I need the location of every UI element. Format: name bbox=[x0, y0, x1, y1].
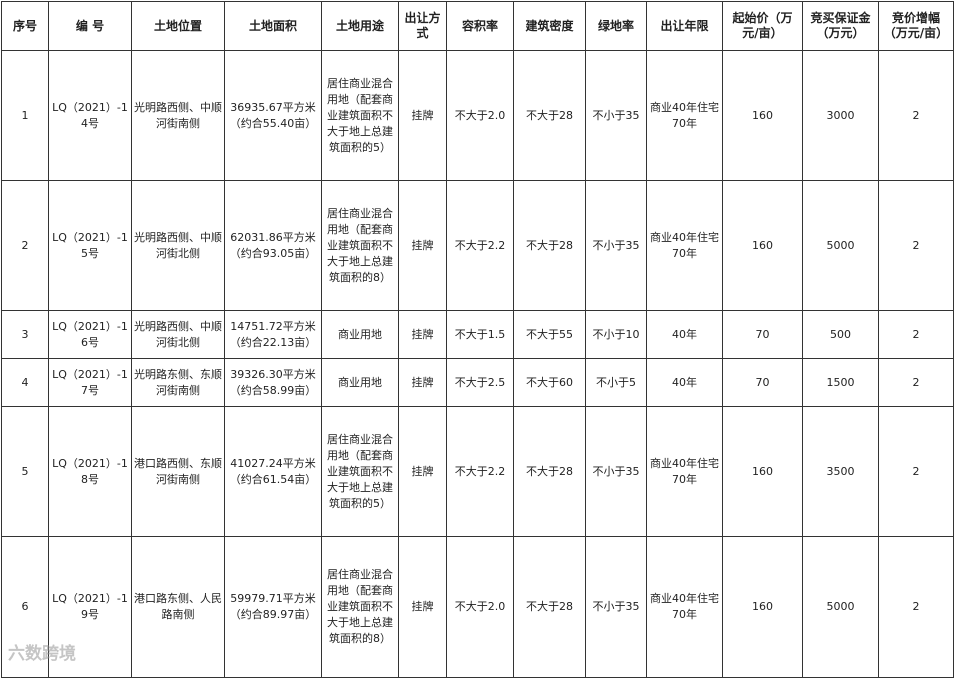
cell-deposit: 5000 bbox=[802, 536, 879, 678]
cell-area: 36935.67平方米（约合55.40亩） bbox=[224, 50, 322, 181]
cell-green: 不小于35 bbox=[585, 180, 647, 311]
header-location: 土地位置 bbox=[131, 1, 225, 51]
cell-term: 商业40年住宅70年 bbox=[646, 50, 723, 181]
header-deposit: 竞买保证金（万元） bbox=[802, 1, 879, 51]
header-increment: 竞价增幅（万元/亩） bbox=[878, 1, 954, 51]
cell-increment: 2 bbox=[878, 310, 954, 359]
cell-method: 挂牌 bbox=[398, 536, 447, 678]
cell-area: 39326.30平方米（约合58.99亩） bbox=[224, 358, 322, 407]
cell-green: 不小于35 bbox=[585, 50, 647, 181]
cell-far: 不大于2.2 bbox=[446, 406, 514, 537]
cell-area: 59979.71平方米（约合89.97亩） bbox=[224, 536, 322, 678]
cell-deposit: 3500 bbox=[802, 406, 879, 537]
cell-location: 光明路东侧、东顺河街南侧 bbox=[131, 358, 225, 407]
header-density: 建筑密度 bbox=[513, 1, 586, 51]
cell-deposit: 5000 bbox=[802, 180, 879, 311]
table-row: 5 LQ（2021）-18号 港口路西侧、东顺河街南侧 41027.24平方米（约合6… bbox=[1, 406, 954, 537]
cell-no: 3 bbox=[1, 310, 49, 359]
header-method: 出让方式 bbox=[398, 1, 447, 51]
table-row: 6 LQ（2021）-19号 港口路东侧、人民路南侧 59979.71平方米（约合89… bbox=[1, 536, 954, 678]
cell-no: 6 bbox=[1, 536, 49, 678]
cell-deposit: 1500 bbox=[802, 358, 879, 407]
cell-green: 不小于35 bbox=[585, 406, 647, 537]
cell-increment: 2 bbox=[878, 50, 954, 181]
cell-density: 不大于28 bbox=[513, 536, 586, 678]
cell-location: 港口路西侧、东顺河街南侧 bbox=[131, 406, 225, 537]
header-code: 编 号 bbox=[48, 1, 132, 51]
cell-price: 160 bbox=[722, 180, 803, 311]
cell-far: 不大于2.0 bbox=[446, 50, 514, 181]
cell-green: 不小于10 bbox=[585, 310, 647, 359]
header-area: 土地面积 bbox=[224, 1, 322, 51]
cell-density: 不大于28 bbox=[513, 180, 586, 311]
cell-method: 挂牌 bbox=[398, 310, 447, 359]
cell-density: 不大于55 bbox=[513, 310, 586, 359]
cell-term: 40年 bbox=[646, 310, 723, 359]
cell-term: 商业40年住宅70年 bbox=[646, 406, 723, 537]
cell-method: 挂牌 bbox=[398, 358, 447, 407]
cell-far: 不大于2.0 bbox=[446, 536, 514, 678]
cell-code: LQ（2021）-18号 bbox=[48, 406, 132, 537]
cell-green: 不小于5 bbox=[585, 358, 647, 407]
cell-location: 光明路西侧、中顺河街南侧 bbox=[131, 50, 225, 181]
cell-no: 4 bbox=[1, 358, 49, 407]
cell-no: 5 bbox=[1, 406, 49, 537]
cell-no: 1 bbox=[1, 50, 49, 181]
cell-increment: 2 bbox=[878, 180, 954, 311]
header-green: 绿地率 bbox=[585, 1, 647, 51]
cell-area: 41027.24平方米（约合61.54亩） bbox=[224, 406, 322, 537]
header-row: 序号编 号土地位置 土地面积 土地用途 出让方式 容积率 建筑密度 绿地率 出让年限 起始价（万… bbox=[1, 1, 954, 51]
cell-use: 商业用地 bbox=[321, 358, 399, 407]
cell-method: 挂牌 bbox=[398, 50, 447, 181]
cell-price: 160 bbox=[722, 406, 803, 537]
table-row: 3 LQ（2021）-16号 光明路西侧、中顺河街北侧 14751.72平方米（约合2… bbox=[1, 310, 954, 359]
cell-use: 居住商业混合用地（配套商业建筑面积不大于地上总建筑面积的8） bbox=[321, 180, 399, 311]
cell-code: LQ（2021）-14号 bbox=[48, 50, 132, 181]
cell-green: 不小于35 bbox=[585, 536, 647, 678]
cell-use: 居住商业混合用地（配套商业建筑面积不大于地上总建筑面积的8） bbox=[321, 536, 399, 678]
cell-code: LQ（2021）-17号 bbox=[48, 358, 132, 407]
header-no: 序号 bbox=[1, 1, 49, 51]
cell-method: 挂牌 bbox=[398, 180, 447, 311]
cell-increment: 2 bbox=[878, 358, 954, 407]
table-row: 4 LQ（2021）-17号 光明路东侧、东顺河街南侧 39326.30平方米（约合5… bbox=[1, 358, 954, 407]
cell-no: 2 bbox=[1, 180, 49, 311]
cell-location: 光明路西侧、中顺河街北侧 bbox=[131, 180, 225, 311]
header-far: 容积率 bbox=[446, 1, 514, 51]
header-price: 起始价（万元/亩） bbox=[722, 1, 803, 51]
cell-use: 居住商业混合用地（配套商业建筑面积不大于地上总建筑面积的5） bbox=[321, 406, 399, 537]
cell-price: 160 bbox=[722, 536, 803, 678]
cell-increment: 2 bbox=[878, 406, 954, 537]
cell-code: LQ（2021）-15号 bbox=[48, 180, 132, 311]
cell-term: 商业40年住宅70年 bbox=[646, 536, 723, 678]
cell-far: 不大于2.2 bbox=[446, 180, 514, 311]
cell-deposit: 3000 bbox=[802, 50, 879, 181]
table-row: 1 LQ（2021）-14号 光明路西侧、中顺河街南侧 36935.67平方米（约合5… bbox=[1, 50, 954, 181]
cell-area: 14751.72平方米（约合22.13亩） bbox=[224, 310, 322, 359]
cell-increment: 2 bbox=[878, 536, 954, 678]
cell-location: 光明路西侧、中顺河街北侧 bbox=[131, 310, 225, 359]
cell-area: 62031.86平方米（约合93.05亩） bbox=[224, 180, 322, 311]
header-use: 土地用途 bbox=[321, 1, 399, 51]
cell-term: 40年 bbox=[646, 358, 723, 407]
cell-deposit: 500 bbox=[802, 310, 879, 359]
cell-location: 港口路东侧、人民路南侧 bbox=[131, 536, 225, 678]
header-term: 出让年限 bbox=[646, 1, 723, 51]
cell-far: 不大于1.5 bbox=[446, 310, 514, 359]
table-row: 2 LQ（2021）-15号 光明路西侧、中顺河街北侧 62031.86平方米（约合9… bbox=[1, 180, 954, 311]
cell-term: 商业40年住宅70年 bbox=[646, 180, 723, 311]
cell-far: 不大于2.5 bbox=[446, 358, 514, 407]
cell-method: 挂牌 bbox=[398, 406, 447, 537]
cell-price: 70 bbox=[722, 310, 803, 359]
cell-density: 不大于60 bbox=[513, 358, 586, 407]
cell-code: LQ（2021）-16号 bbox=[48, 310, 132, 359]
cell-use: 居住商业混合用地（配套商业建筑面积不大于地上总建筑面积的5） bbox=[321, 50, 399, 181]
cell-density: 不大于28 bbox=[513, 406, 586, 537]
cell-density: 不大于28 bbox=[513, 50, 586, 181]
watermark: 六数跨境 bbox=[8, 644, 76, 664]
cell-price: 70 bbox=[722, 358, 803, 407]
cell-price: 160 bbox=[722, 50, 803, 181]
cell-use: 商业用地 bbox=[321, 310, 399, 359]
